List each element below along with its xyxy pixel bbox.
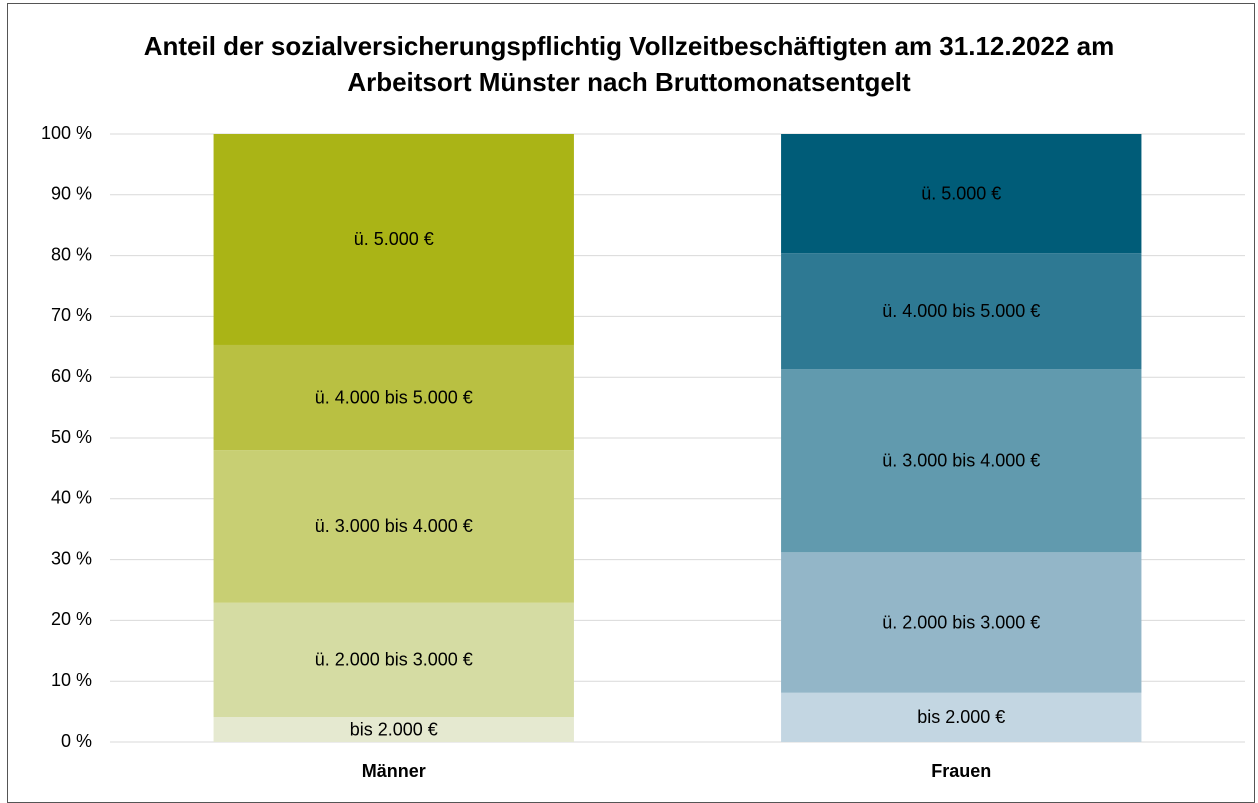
x-tick-label: Männer	[362, 761, 426, 781]
bar-segment	[213, 134, 574, 345]
segment-label: ü. 4.000 bis 5.000 €	[882, 301, 1040, 321]
y-tick-label: 60 %	[51, 366, 92, 386]
bar-segment	[213, 450, 574, 603]
segment-label: ü. 3.000 bis 4.000 €	[882, 451, 1040, 471]
x-tick-label: Frauen	[931, 761, 991, 781]
segment-label: bis 2.000 €	[917, 707, 1005, 727]
bar-segment	[213, 717, 574, 742]
y-tick-label: 20 %	[51, 609, 92, 629]
segment-label: ü. 5.000 €	[354, 229, 434, 249]
chart-title: Anteil der sozialversicherungspflichtig …	[143, 31, 1115, 97]
bar-segment	[781, 552, 1142, 693]
segment-label: ü. 3.000 bis 4.000 €	[315, 516, 473, 536]
bar-segment	[213, 344, 574, 451]
segment-label: bis 2.000 €	[350, 719, 438, 739]
segment-label: ü. 2.000 bis 3.000 €	[315, 650, 473, 670]
segment-label: ü. 2.000 bis 3.000 €	[882, 612, 1040, 632]
y-tick-label: 80 %	[51, 244, 92, 264]
segment-label: ü. 4.000 bis 5.000 €	[315, 387, 473, 407]
y-tick-label: 50 %	[51, 427, 92, 447]
bar-segment	[781, 134, 1142, 254]
y-tick-label: 100 %	[41, 123, 92, 143]
bar-segment	[781, 369, 1142, 553]
bar-segment	[781, 692, 1142, 742]
y-tick-label: 70 %	[51, 305, 92, 325]
bar-segment	[781, 253, 1142, 370]
y-tick-label: 40 %	[51, 488, 92, 508]
bar-segment	[213, 602, 574, 718]
y-tick-label: 0 %	[61, 731, 92, 751]
y-tick-label: 30 %	[51, 548, 92, 568]
y-tick-label: 10 %	[51, 670, 92, 690]
segment-label: ü. 5.000 €	[921, 183, 1001, 203]
y-tick-label: 90 %	[51, 184, 92, 204]
